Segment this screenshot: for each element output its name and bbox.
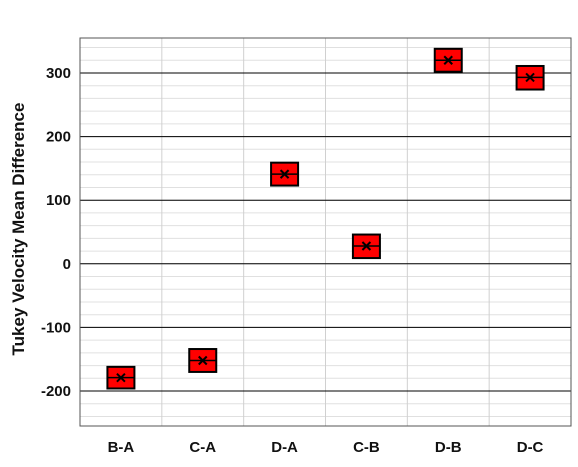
y-tick-labels: -200 -100 0 100 200 300 — [41, 65, 71, 400]
x-tick-label: D-A — [271, 439, 298, 456]
vertical-gridlines — [161, 38, 490, 426]
mean-marker — [443, 55, 453, 65]
y-tick-label: -200 — [41, 383, 71, 400]
data-boxes — [106, 47, 545, 390]
mean-marker — [361, 241, 372, 251]
x-tick-label: D-B — [435, 439, 462, 456]
box-group — [515, 64, 545, 91]
x-tick-label: D-C — [517, 439, 544, 456]
mean-marker — [279, 169, 290, 179]
major-gridlines — [80, 72, 571, 392]
mean-marker — [525, 72, 535, 83]
box-group — [188, 348, 218, 373]
x-tick-labels: B-A C-A D-A C-B D-B D-C — [108, 439, 544, 456]
x-tick-label: C-B — [353, 439, 380, 456]
y-tick-label: 200 — [46, 129, 71, 146]
mean-marker — [116, 372, 126, 383]
y-tick-label: -100 — [41, 319, 71, 336]
y-tick-label: 100 — [46, 192, 71, 209]
y-tick-label: 300 — [46, 65, 71, 82]
x-tick-label: B-A — [108, 439, 135, 456]
plot-area-frame — [79, 37, 572, 427]
box-group — [433, 47, 463, 73]
x-tick-label: C-A — [189, 439, 216, 456]
y-tick-label: 0 — [63, 256, 71, 273]
box-group — [106, 365, 136, 390]
box-group — [270, 161, 300, 187]
y-axis-title: Tukey Velocity Mean Difference — [9, 103, 28, 356]
mean-marker — [198, 355, 208, 366]
box-group — [351, 233, 381, 260]
